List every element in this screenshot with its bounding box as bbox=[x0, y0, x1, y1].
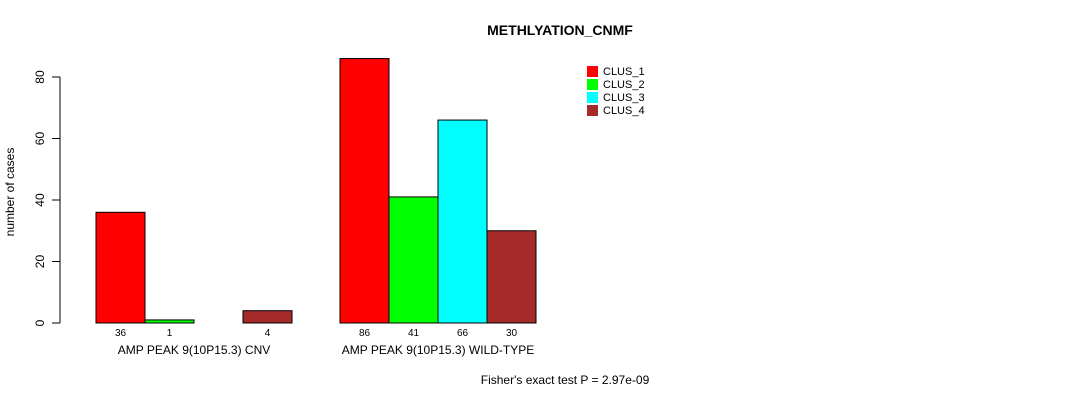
bar-clus-4-2 bbox=[486, 230, 537, 324]
y-tick-label: 40 bbox=[33, 193, 47, 207]
bar-clus-3-2 bbox=[437, 119, 488, 324]
footnote: Fisher's exact test P = 2.97e-09 bbox=[481, 373, 650, 387]
y-tick-label: 20 bbox=[33, 255, 47, 269]
bar-clus-2-2 bbox=[388, 196, 439, 324]
bar-clus-4-1 bbox=[242, 310, 293, 324]
y-tick-label: 80 bbox=[33, 70, 47, 84]
y-axis: 0 20 40 60 80 bbox=[33, 70, 61, 326]
bar-value-label: 86 bbox=[359, 328, 371, 339]
bar-value-label: 1 bbox=[167, 328, 173, 339]
bar-value-label: 4 bbox=[265, 328, 271, 339]
category-label: AMP PEAK 9(10P15.3) CNV bbox=[118, 343, 271, 357]
bar-value-label: 66 bbox=[457, 328, 469, 339]
bar-clus-1-1 bbox=[95, 211, 146, 324]
bar-value-label: 36 bbox=[115, 328, 127, 339]
legend-label: CLUS_1 bbox=[603, 66, 645, 78]
bar-value-label: 30 bbox=[506, 328, 518, 339]
y-axis-label: number of cases bbox=[3, 148, 17, 237]
bar-labels: 36 1 4 86 41 66 30 bbox=[115, 328, 518, 339]
category-labels: AMP PEAK 9(10P15.3) CNV AMP PEAK 9(10P15.… bbox=[118, 343, 535, 357]
bar-value-label: 41 bbox=[408, 328, 420, 339]
legend-label: CLUS_2 bbox=[603, 79, 645, 91]
bars bbox=[95, 58, 537, 324]
y-tick-label: 0 bbox=[33, 319, 47, 326]
bar-clus-2-1 bbox=[144, 319, 195, 324]
legend-swatch bbox=[587, 92, 598, 103]
category-label: AMP PEAK 9(10P15.3) WILD-TYPE bbox=[342, 343, 535, 357]
bar-clus-1-2 bbox=[339, 58, 390, 324]
chart-title: METHLYATION_CNMF bbox=[487, 22, 633, 38]
legend-swatch bbox=[587, 105, 598, 116]
legend-label: CLUS_3 bbox=[603, 92, 645, 104]
legend-label: CLUS_4 bbox=[603, 105, 645, 117]
legend-swatch bbox=[587, 66, 598, 77]
legend-swatch bbox=[587, 79, 598, 90]
y-tick-label: 60 bbox=[33, 132, 47, 146]
